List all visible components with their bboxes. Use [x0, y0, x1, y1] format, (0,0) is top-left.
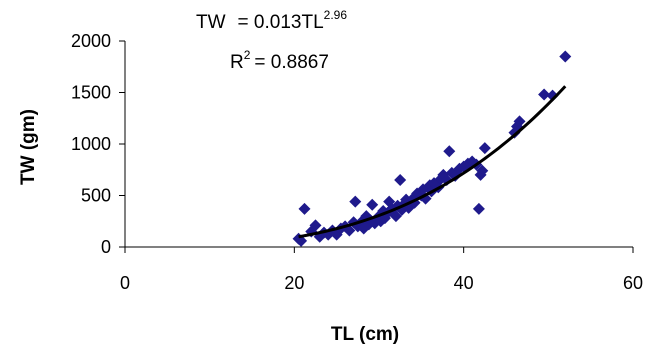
trend-equation: TW = 0.013TL2.96	[196, 8, 347, 33]
data-point	[443, 145, 456, 158]
r-squared: R2 = 0.8867	[230, 48, 329, 73]
data-point	[394, 174, 407, 187]
equation-exponent: 2.96	[324, 8, 348, 22]
y-tick-label: 0	[101, 237, 111, 257]
data-point	[513, 115, 526, 128]
r-squared-exponent: 2	[244, 48, 251, 62]
x-axis-title: TL (cm)	[331, 324, 399, 345]
y-tick-label: 1500	[71, 83, 111, 103]
data-point	[476, 164, 489, 177]
r-squared-value: = 0.8867	[254, 52, 329, 73]
data-point	[366, 198, 379, 211]
x-tick-label: 40	[454, 273, 474, 293]
y-tick-label: 500	[81, 186, 111, 206]
power-trendline	[298, 85, 567, 239]
x-tick-label: 60	[623, 273, 643, 293]
data-point	[538, 88, 551, 101]
data-point	[349, 195, 362, 208]
r-squared-label: R	[230, 52, 244, 73]
data-point	[478, 142, 491, 155]
x-tick-label: 0	[120, 273, 130, 293]
data-point	[295, 234, 308, 247]
equation-lhs: TW	[196, 12, 226, 33]
data-point	[298, 202, 311, 215]
data-point	[309, 219, 322, 232]
y-axis-title: TW (gm)	[18, 109, 39, 185]
y-tick-label: 1000	[71, 134, 111, 154]
data-point	[559, 50, 572, 63]
data-point	[389, 210, 402, 223]
data-point	[472, 202, 485, 215]
x-tick-label: 20	[284, 273, 304, 293]
equation-rhs: = 0.013TL	[238, 12, 324, 33]
y-tick-label: 2000	[71, 31, 111, 51]
